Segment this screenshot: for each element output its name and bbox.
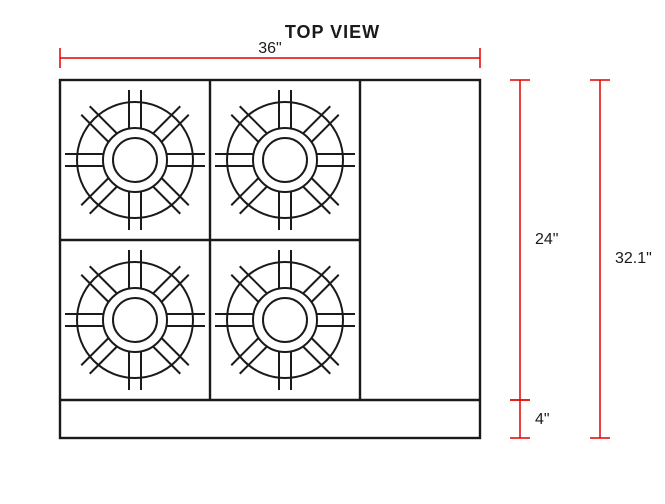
burner-2 [215,90,355,230]
appliance-outline [60,80,480,438]
diagram-canvas: 36" 32.1" 24" 4" [0,0,665,504]
dimension-lip-height-label: 4" [535,411,550,428]
burner-1 [65,90,205,230]
appliance [60,80,480,438]
dimension-full-height: 32.1" [590,80,652,438]
burner-4 [215,250,355,390]
burner-3 [65,250,205,390]
dimension-cook-height-label: 24" [535,231,558,248]
burner-cap [113,138,157,182]
dimension-cook-height: 24" [510,80,558,400]
burner-cap [263,138,307,182]
dimension-full-height-label: 32.1" [615,250,652,267]
dimension-lip-height: 4" [510,400,550,438]
burner-cap [113,298,157,342]
dimension-width: 36" [60,40,480,68]
dimension-width-label: 36" [258,40,281,57]
burner-cap [263,298,307,342]
